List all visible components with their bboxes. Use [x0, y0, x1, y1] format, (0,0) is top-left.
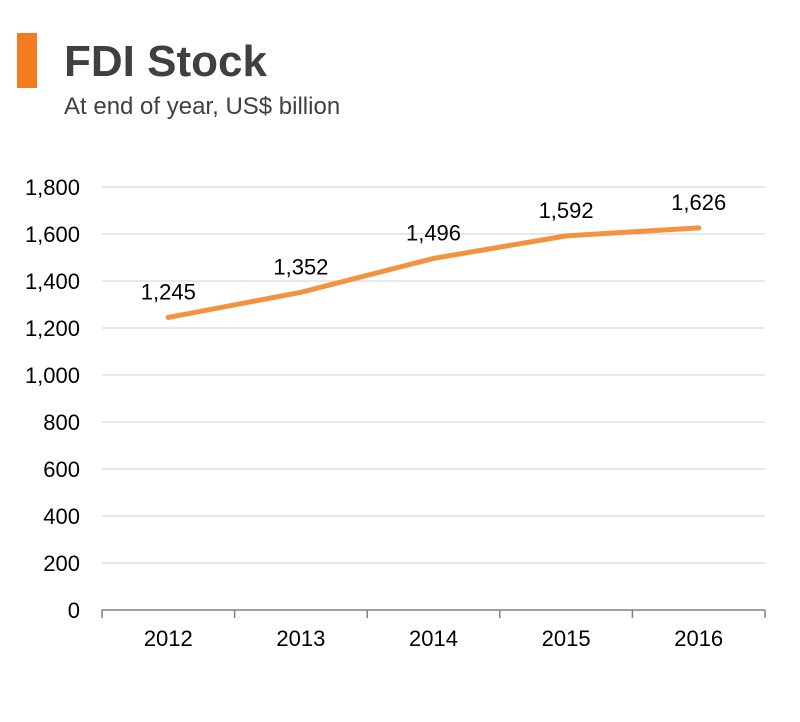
- chart-subtitle: At end of year, US$ billion: [64, 93, 341, 120]
- data-point: [165, 314, 171, 320]
- x-tick-label: 2015: [542, 626, 591, 651]
- y-tick-label: 1,400: [25, 269, 80, 294]
- y-tick-label: 0: [68, 598, 80, 623]
- data-label: 1,352: [273, 254, 328, 279]
- data-point: [696, 225, 702, 231]
- title-accent-bar: [17, 33, 37, 88]
- y-tick-label: 1,000: [25, 363, 80, 388]
- y-tick-label: 1,600: [25, 222, 80, 247]
- data-point: [431, 255, 436, 261]
- y-tick-label: 1,800: [25, 175, 80, 200]
- x-tick-label: 2016: [674, 626, 723, 651]
- y-tick-label: 1,200: [25, 316, 80, 341]
- y-tick-label: 200: [43, 551, 80, 576]
- x-tick-label: 2012: [144, 626, 193, 651]
- data-label: 1,592: [539, 198, 594, 223]
- y-tick-label: 600: [43, 457, 80, 482]
- x-tick-label: 2014: [409, 626, 458, 651]
- data-label: 1,496: [406, 220, 461, 245]
- x-tick-label: 2013: [276, 626, 325, 651]
- y-tick-label: 800: [43, 410, 80, 435]
- data-label: 1,626: [671, 190, 726, 215]
- data-label: 1,245: [141, 279, 196, 304]
- chart-title: FDI Stock: [64, 37, 267, 86]
- data-point: [298, 289, 304, 295]
- data-point: [563, 233, 569, 239]
- y-tick-label: 400: [43, 504, 80, 529]
